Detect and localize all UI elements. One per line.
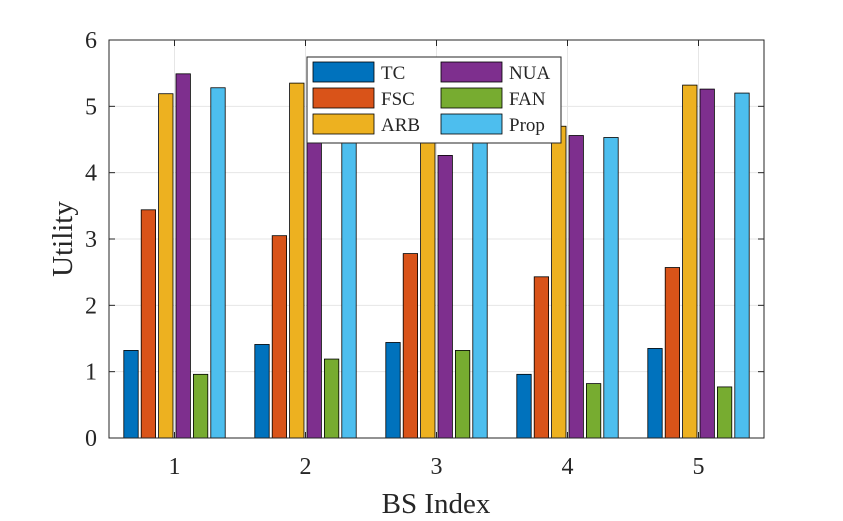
bar-tc-4 — [516, 373, 532, 439]
bar-fsc-4 — [533, 276, 550, 439]
legend-swatch-tc — [312, 61, 375, 83]
x-tick-label: 2 — [300, 454, 312, 480]
y-tick-label: 3 — [85, 227, 97, 253]
bar-arb-2 — [289, 82, 305, 439]
legend-swatch-arb — [312, 113, 375, 135]
bar-arb-4 — [551, 125, 567, 439]
y-tick-label: 0 — [85, 426, 97, 452]
bar-arb-5 — [682, 84, 698, 439]
legend-swatch-fsc — [312, 87, 375, 109]
legend-swatch-fan — [440, 87, 503, 109]
bar-arb-1 — [158, 93, 174, 439]
legend-label-tc: TC — [381, 63, 405, 84]
legend-label-fan: FAN — [509, 89, 546, 110]
bar-prop-2 — [341, 125, 357, 439]
bar-fan-3 — [454, 350, 471, 439]
y-tick-label: 5 — [85, 94, 97, 120]
legend-swatch-prop — [440, 113, 503, 135]
legend-label-prop: Prop — [509, 115, 545, 136]
legend-swatch-nua — [440, 61, 503, 83]
bar-fan-4 — [586, 383, 602, 439]
bar-nua-4 — [568, 135, 584, 439]
x-axis-label: BS Index — [382, 488, 491, 520]
bar-tc-5 — [647, 348, 663, 439]
bar-prop-4 — [603, 137, 619, 439]
y-axis-label: Utility — [47, 201, 79, 277]
bar-fan-1 — [192, 373, 209, 439]
legend: TC FSC ARB NUA FAN Prop — [306, 56, 562, 144]
y-tick-label: 4 — [85, 161, 97, 187]
bar-nua-3 — [437, 155, 453, 439]
legend-label-arb: ARB — [381, 115, 420, 136]
bar-prop-3 — [472, 125, 488, 439]
bar-tc-3 — [385, 342, 401, 439]
bar-fsc-5 — [664, 267, 681, 439]
bar-nua-1 — [175, 73, 191, 439]
axis-ticks: 0 1 2 3 4 5 6 1 2 3 4 5 — [85, 28, 764, 480]
y-tick-label: 1 — [85, 360, 97, 386]
y-tick-label: 2 — [85, 293, 97, 319]
bar-fan-5 — [717, 386, 733, 439]
bar-prop-5 — [734, 92, 750, 439]
bar-fsc-3 — [402, 253, 419, 439]
x-tick-label: 3 — [431, 454, 443, 480]
y-tick-label: 6 — [85, 28, 97, 54]
bar-tc-2 — [254, 344, 270, 439]
bar-nua-5 — [699, 88, 715, 439]
x-tick-label: 4 — [562, 454, 574, 480]
bar-nua-2 — [306, 125, 322, 439]
bar-fan-2 — [323, 358, 340, 439]
x-tick-label: 5 — [693, 454, 705, 480]
bar-fsc-1 — [140, 209, 156, 439]
bar-prop-1 — [210, 87, 226, 439]
bars — [123, 73, 750, 439]
bar-arb-3 — [420, 125, 436, 439]
legend-label-fsc: FSC — [381, 89, 415, 110]
bar-tc-1 — [123, 350, 139, 439]
x-tick-label: 1 — [169, 454, 181, 480]
bar-fsc-2 — [271, 235, 288, 439]
legend-label-nua: NUA — [509, 63, 550, 84]
